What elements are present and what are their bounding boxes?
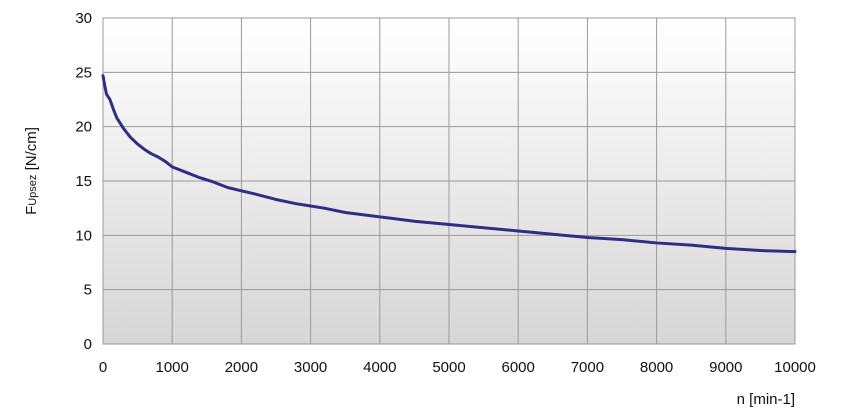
y-tick-label: 30	[75, 10, 92, 27]
y-axis-label: FUpsez [N/cm]	[23, 127, 40, 215]
y-tick-label: 0	[84, 336, 92, 353]
y-tick-label: 10	[75, 227, 92, 244]
series-line	[101, 74, 797, 254]
x-tick-label: 7000	[571, 359, 604, 376]
x-tick-label: 5000	[432, 359, 465, 376]
x-tick-label: 9000	[709, 359, 742, 376]
x-tick-label: 10000	[774, 359, 816, 376]
y-tick-label: 25	[75, 64, 92, 81]
x-tick-label: 0	[99, 359, 107, 376]
y-tick-labels: 0 5 10 15 20 25 30	[75, 10, 92, 353]
x-tick-label: 2000	[225, 359, 258, 376]
y-tick-label: 20	[75, 119, 92, 136]
grid	[102, 17, 796, 345]
y-axis-label-main: F	[23, 206, 40, 215]
y-axis-label-unit: [N/cm]	[23, 127, 40, 175]
x-tick-label: 1000	[156, 359, 189, 376]
y-axis-label-sub: Upsez	[27, 175, 39, 206]
x-tick-label: 4000	[363, 359, 396, 376]
y-tick-label: 5	[84, 282, 92, 299]
x-tick-label: 8000	[640, 359, 673, 376]
x-tick-labels: 0 1000 2000 3000 4000 5000 6000 7000 8000 9000 100…	[99, 359, 816, 376]
x-tick-label: 6000	[502, 359, 535, 376]
x-tick-label: 3000	[294, 359, 327, 376]
x-axis-label: n [min-1]	[737, 391, 795, 408]
y-tick-label: 15	[75, 173, 92, 190]
